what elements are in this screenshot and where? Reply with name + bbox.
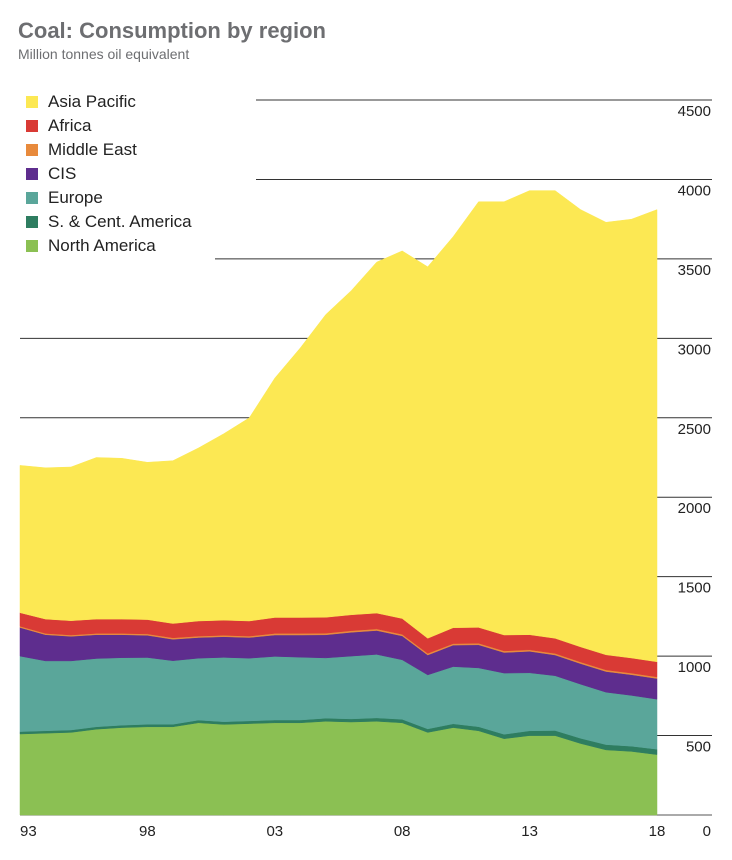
legend-item: Asia Pacific [26,90,256,114]
y-tick-label: 1500 [678,580,711,597]
area-asia-pacific [19,190,658,663]
legend: Asia Pacific Africa Middle East CIS Europe S.… [26,90,256,258]
x-tick-label: 98 [139,823,156,840]
legend-item: Middle East [26,138,256,162]
legend-swatch [26,168,38,180]
x-tick-label: 03 [266,823,283,840]
y-tick-label: 3500 [678,262,711,279]
y-tick-label: 2000 [678,500,711,517]
legend-label: Africa [48,116,92,135]
legend-swatch [26,120,38,132]
legend-item: CIS [26,162,256,186]
legend-swatch [26,240,38,252]
y-tick-label: 3000 [678,341,711,358]
chart-subtitle: Million tonnes oil equivalent [18,46,190,62]
legend-item: North America [26,234,256,258]
legend-swatch [26,216,38,228]
legend-label: Asia Pacific [48,92,136,111]
legend-swatch [26,96,38,108]
y-tick-label: 4500 [678,103,711,120]
area-series [19,190,658,816]
x-tick-label: 08 [394,823,411,840]
legend-item: Europe [26,186,256,210]
y-axis-tick-labels: 0 500 1000 1500 2000 2500 3000 3500 4000 4500 [678,103,711,840]
y-tick-label: 500 [686,739,711,756]
y-tick-label: 4000 [678,182,711,199]
x-tick-label: 93 [20,823,37,840]
legend-item: S. & Cent. America [26,210,256,234]
legend-label: North America [48,236,156,255]
x-axis-tick-labels: 93 98 03 08 13 18 [20,823,665,840]
legend-label: S. & Cent. America [48,212,192,231]
legend-swatch [26,144,38,156]
chart-title: Coal: Consumption by region [18,18,326,43]
legend-label: Middle East [48,140,137,159]
legend-label: Europe [48,188,103,207]
x-tick-label: 18 [649,823,666,840]
legend-swatch [26,192,38,204]
y-tick-label: 2500 [678,421,711,438]
legend-label: CIS [48,164,77,183]
y-tick-label: 1000 [678,659,711,676]
x-tick-label: 13 [521,823,538,840]
y-tick-label: 0 [703,823,711,840]
legend-item: Africa [26,114,256,138]
